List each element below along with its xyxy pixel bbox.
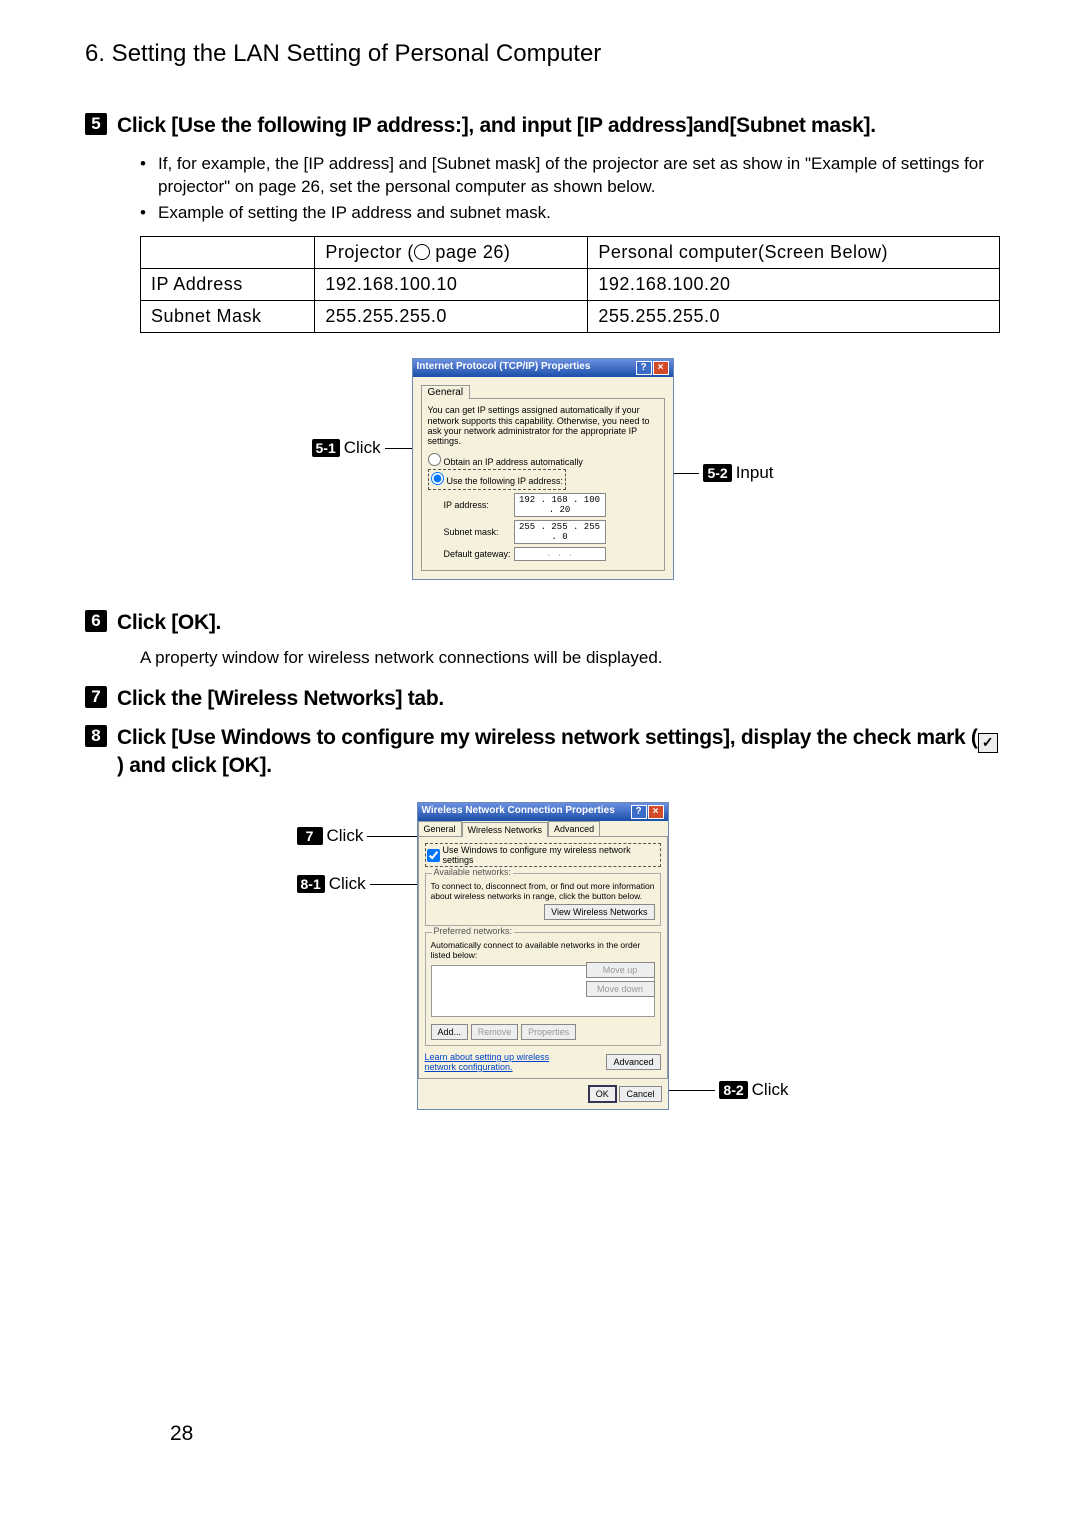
- radio-manual-ip[interactable]: [431, 472, 444, 485]
- radio-auto-ip[interactable]: [428, 453, 441, 466]
- callout-8-2-label: Click: [752, 1080, 789, 1100]
- help-icon[interactable]: ?: [636, 361, 652, 375]
- tab-wireless-networks[interactable]: Wireless Networks: [462, 822, 549, 837]
- callout-5-1-label: Click: [344, 438, 381, 458]
- tcpip-titlebar: Internet Protocol (TCP/IP) Properties ?×: [413, 359, 673, 377]
- r2c2: 255.255.255.0: [315, 301, 588, 333]
- th-projector: Projector ( page 26): [315, 237, 588, 269]
- view-wireless-networks-button[interactable]: View Wireless Networks: [544, 904, 654, 920]
- step-7: 7 Click the [Wireless Networks] tab.: [85, 686, 1000, 713]
- tcpip-title: Internet Protocol (TCP/IP) Properties: [417, 361, 591, 375]
- lbl-gw: Default gateway:: [444, 549, 514, 559]
- lbl-mask: Subnet mask:: [444, 527, 514, 537]
- tab-advanced[interactable]: Advanced: [548, 821, 600, 837]
- th-pc: Personal computer(Screen Below): [588, 237, 1000, 269]
- available-networks-text: To connect to, disconnect from, or find …: [431, 881, 655, 901]
- preferred-networks-title: Preferred networks:: [432, 926, 515, 936]
- step-8-text: Click [Use Windows to configure my wirel…: [117, 725, 1000, 780]
- step-6-text: Click [OK].: [117, 610, 221, 637]
- step-6: 6 Click [OK].: [85, 610, 1000, 637]
- r1c3: 192.168.100.20: [588, 269, 1000, 301]
- advanced-button[interactable]: Advanced: [606, 1054, 660, 1070]
- gateway-field[interactable]: . . .: [514, 547, 606, 561]
- step-7-num: 7: [85, 686, 107, 708]
- remove-button[interactable]: Remove: [471, 1024, 519, 1040]
- ok-button[interactable]: OK: [588, 1085, 617, 1103]
- callout-7-label: Click: [327, 826, 364, 846]
- subnet-mask-field[interactable]: 255 . 255 . 255 . 0: [514, 520, 606, 544]
- r1c1: IP Address: [141, 269, 315, 301]
- callout-5-1-badge: 5-1: [312, 439, 340, 457]
- callout-7-badge: 7: [297, 827, 323, 845]
- callout-5-2-badge: 5-2: [703, 464, 731, 482]
- tab-general[interactable]: General: [418, 821, 462, 837]
- step-6-body: A property window for wireless network c…: [140, 648, 1000, 668]
- help-icon[interactable]: ?: [631, 805, 647, 819]
- step-7-text: Click the [Wireless Networks] tab.: [117, 686, 444, 713]
- ip-address-field[interactable]: 192 . 168 . 100 . 20: [514, 493, 606, 517]
- tcpip-properties-window: Internet Protocol (TCP/IP) Properties ?×…: [412, 358, 674, 579]
- close-icon[interactable]: ×: [653, 361, 669, 375]
- r1c2: 192.168.100.10: [315, 269, 588, 301]
- bullet-2: Example of setting the IP address and su…: [140, 201, 1000, 224]
- step-8-num: 8: [85, 725, 107, 747]
- page-ref-icon: [414, 244, 430, 260]
- step-5-text: Click [Use the following IP address:], a…: [117, 113, 876, 140]
- callout-8-1-badge: 8-1: [297, 875, 325, 893]
- add-button[interactable]: Add...: [431, 1024, 469, 1040]
- move-up-button[interactable]: Move up: [586, 962, 655, 978]
- tcpip-desc: You can get IP settings assigned automat…: [428, 405, 658, 446]
- bullet-1: If, for example, the [IP address] and [S…: [140, 152, 1000, 199]
- callout-5-2-label: Input: [736, 463, 774, 483]
- wireless-title: Wireless Network Connection Properties: [422, 805, 615, 819]
- section-title: 6. Setting the LAN Setting of Personal C…: [85, 40, 1000, 68]
- th-empty: [141, 237, 315, 269]
- use-windows-config-input[interactable]: [427, 849, 440, 862]
- page-number: 28: [170, 1422, 193, 1446]
- move-down-button[interactable]: Move down: [586, 981, 655, 997]
- wireless-properties-window: Wireless Network Connection Properties ?…: [417, 802, 669, 1110]
- step-6-num: 6: [85, 610, 107, 632]
- use-windows-config-checkbox[interactable]: Use Windows to configure my wireless net…: [425, 843, 661, 867]
- wireless-titlebar: Wireless Network Connection Properties ?…: [418, 803, 668, 821]
- cancel-button[interactable]: Cancel: [619, 1086, 661, 1102]
- properties-button[interactable]: Properties: [521, 1024, 576, 1040]
- close-icon[interactable]: ×: [648, 805, 664, 819]
- r2c3: 255.255.255.0: [588, 301, 1000, 333]
- checkmark-icon: ✓: [978, 733, 998, 753]
- lbl-ip: IP address:: [444, 500, 514, 510]
- preferred-networks-text: Automatically connect to available netwo…: [431, 940, 655, 960]
- available-networks-title: Available networks:: [432, 867, 513, 877]
- learn-link[interactable]: Learn about setting up wireless network …: [425, 1052, 565, 1072]
- tcpip-general-tab[interactable]: General: [421, 385, 471, 399]
- r2c1: Subnet Mask: [141, 301, 315, 333]
- callout-8-1-label: Click: [329, 874, 366, 894]
- callout-8-2-badge: 8-2: [719, 1081, 747, 1099]
- step-5-num: 5: [85, 113, 107, 135]
- step-5: 5 Click [Use the following IP address:],…: [85, 113, 1000, 140]
- step-8: 8 Click [Use Windows to configure my wir…: [85, 725, 1000, 780]
- ip-table: Projector ( page 26) Personal computer(S…: [140, 236, 1000, 333]
